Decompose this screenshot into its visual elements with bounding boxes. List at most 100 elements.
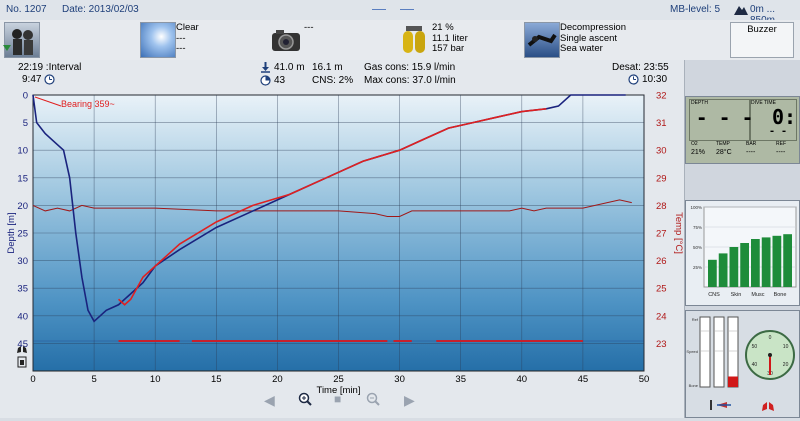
depth-tick-label: 20	[17, 201, 28, 212]
compass-tick-label: 10	[783, 344, 789, 350]
tissue-y-tick: 100%	[690, 205, 702, 210]
max-depth: 41.0 m	[274, 62, 305, 73]
dive-computer-display: DEPTH DIVE TIME - - - 0: - - O2 TEMP BAR…	[685, 96, 800, 164]
dive-mode-icon[interactable]	[524, 22, 560, 58]
end-time: 10:30	[642, 74, 668, 85]
prev-arrow-icon[interactable]: ◀	[264, 392, 275, 408]
depth-tick-label: 35	[17, 284, 28, 295]
compass-tick-label: 50	[752, 344, 758, 350]
level-bar	[699, 316, 711, 388]
stop-marker-icon	[16, 356, 28, 371]
weather-wind: ---	[176, 32, 186, 44]
temp-tick-label: 27	[656, 229, 667, 240]
level-bar-fill	[728, 376, 738, 387]
o2-label: O2	[691, 141, 698, 147]
tissue-y-tick: 25%	[693, 265, 702, 270]
tissue-saturation-chart[interactable]: 100% 75% 50% 25% CNS Skin Musc Bone	[685, 200, 800, 306]
tissue-y-tick: 75%	[693, 225, 702, 230]
tissue-label: Skin	[731, 292, 742, 298]
scroll-indicator-left[interactable]	[372, 9, 386, 10]
stop-icon[interactable]: ■	[334, 392, 342, 406]
gauges-panel: RefSpeedBone01020304050	[685, 310, 800, 418]
info-bar: Clear --- --- --- 21 % 11.1 liter 157 ba…	[0, 20, 800, 61]
buzzer-button[interactable]: Buzzer	[730, 22, 794, 58]
dive-profile-chart[interactable]: 0 5 10 15 20 25 30 35 40 45 50 0 5 10 15 20 25 30 35 40 45 32…	[0, 88, 684, 418]
ref-label: REF	[776, 141, 786, 147]
temp-tick-label: 23	[656, 339, 667, 350]
depth-tick-label: 45	[17, 339, 28, 350]
mb-level: MB-level: 5	[670, 4, 721, 15]
bar-label: BAR	[746, 141, 757, 147]
lungs-red-icon	[761, 398, 775, 415]
tissue-bar	[718, 253, 728, 287]
bearing-line	[34, 96, 62, 107]
time-readout: 0:	[772, 105, 797, 129]
x-tick-label: 40	[517, 374, 528, 385]
depth-tick-label: 10	[17, 146, 28, 157]
tissue-bar	[772, 235, 782, 287]
dive-number: No. 1207	[6, 4, 47, 15]
mode-ascent: Single ascent	[560, 32, 618, 44]
temp-tick-label: 31	[656, 118, 667, 129]
tissue-label: Musc	[751, 292, 764, 298]
mode-decompression: Decompression	[560, 22, 626, 33]
x-tick-label: 45	[578, 374, 589, 385]
gas-consumption: Gas cons: 15.9 l/min	[364, 62, 456, 73]
compass-tick-label: 0	[769, 335, 772, 341]
next-arrow-icon[interactable]: ▶	[404, 392, 415, 408]
right-panel: DEPTH DIVE TIME - - - 0: - - O2 TEMP BAR…	[684, 60, 800, 418]
compass-tick-label: 20	[783, 362, 789, 368]
tank-volume: 11.1 liter	[432, 32, 468, 44]
scroll-indicator-right[interactable]	[400, 9, 414, 10]
camera-icon[interactable]	[268, 22, 304, 58]
x-tick-label: 5	[91, 374, 96, 385]
temp-tick-label: 28	[656, 201, 667, 212]
camera-info: ---	[304, 22, 314, 33]
duration-icon	[260, 75, 271, 89]
tissue-label: CNS	[708, 292, 720, 298]
x-axis-label: Time [min]	[317, 385, 361, 396]
x-tick-label: 10	[150, 374, 161, 385]
tank-oxygen: 21 %	[432, 22, 454, 33]
temp-tick-label: 24	[656, 311, 667, 322]
x-tick-label: 0	[30, 374, 35, 385]
lungs-icon	[16, 342, 28, 357]
dropdown-arrow-icon[interactable]	[3, 45, 11, 51]
mountain-icon	[734, 4, 748, 18]
diver-fins-icon	[707, 398, 735, 415]
weather-icon[interactable]	[140, 22, 176, 58]
tissue-bar	[751, 239, 760, 287]
x-tick-label: 25	[333, 374, 344, 385]
depth-cell	[689, 99, 751, 141]
depth-tick-label: 40	[17, 311, 28, 322]
temp-tick-label: 26	[656, 256, 667, 267]
bar-value: ----	[746, 149, 756, 156]
max-depth-icon	[260, 62, 271, 76]
tank-icon[interactable]	[396, 22, 432, 58]
compass-hub	[768, 353, 772, 357]
x-tick-label: 30	[394, 374, 405, 385]
dive-time-label: DIVE TIME	[751, 100, 776, 106]
temp-tick-label: 32	[656, 91, 667, 102]
cns-value: CNS: 2%	[312, 75, 354, 86]
depth-tick-label: 30	[17, 256, 28, 267]
time-cell	[749, 99, 797, 141]
depth-axis-label: Depth [m]	[6, 212, 17, 253]
tank-pressure: 157 bar	[432, 43, 465, 54]
depth-readout: - - -	[696, 107, 754, 129]
zoom-out-icon[interactable]	[366, 392, 380, 409]
tissue-bar	[761, 237, 771, 287]
depth-label: DEPTH	[691, 100, 708, 106]
weather-visibility: ---	[176, 43, 186, 54]
bearing-annotation: Bearing 359~	[61, 99, 115, 109]
dive-profile-panel: 0 5 10 15 20 25 30 35 40 45 50 0 5 10 15 20 25 30 35 40 45 32…	[0, 88, 684, 418]
temp-tick-label: 29	[656, 173, 667, 184]
compass-tick-label: 40	[752, 362, 758, 368]
level-bar	[713, 316, 725, 388]
end-clock-icon	[628, 74, 639, 88]
zoom-in-icon[interactable]	[298, 392, 312, 409]
diver-photo-icon[interactable]	[4, 22, 40, 58]
desat-time: Desat: 23:55	[612, 62, 669, 73]
tissue-label: Bone	[774, 292, 787, 298]
depth-tick-label: 5	[23, 118, 28, 129]
